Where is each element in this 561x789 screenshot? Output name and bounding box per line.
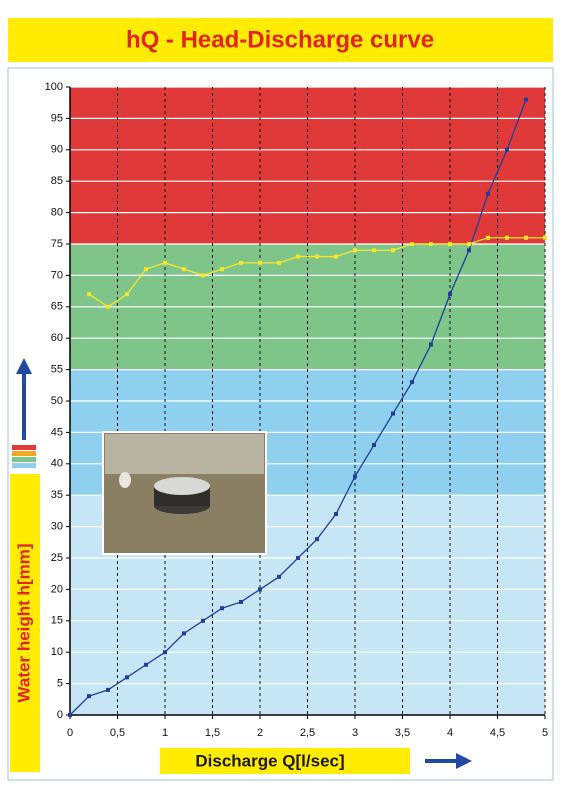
y-tick-label: 25 bbox=[51, 552, 63, 564]
point bbox=[429, 342, 433, 346]
point bbox=[163, 261, 167, 265]
point bbox=[524, 236, 528, 240]
point bbox=[505, 148, 509, 152]
x-tick-label: 5 bbox=[542, 727, 548, 739]
point bbox=[410, 242, 414, 246]
point bbox=[467, 242, 471, 246]
y-tick-label: 40 bbox=[51, 458, 63, 470]
point bbox=[353, 248, 357, 252]
point bbox=[125, 675, 129, 679]
point bbox=[296, 556, 300, 560]
y-tick-label: 30 bbox=[51, 521, 63, 533]
point bbox=[353, 474, 357, 478]
chart: hQ - Head-Discharge curve 05101520253035… bbox=[0, 0, 561, 784]
point bbox=[106, 688, 110, 692]
point bbox=[68, 713, 72, 717]
point bbox=[448, 292, 452, 296]
photo bbox=[103, 432, 266, 554]
y-tick-label: 55 bbox=[51, 364, 63, 376]
y-tick-label: 0 bbox=[57, 709, 63, 721]
y-tick-label: 60 bbox=[51, 332, 63, 344]
point bbox=[182, 267, 186, 271]
point bbox=[258, 261, 262, 265]
point bbox=[505, 236, 509, 240]
point bbox=[543, 236, 547, 240]
point bbox=[125, 292, 129, 296]
y-tick-label: 5 bbox=[57, 678, 63, 690]
point bbox=[182, 631, 186, 635]
point bbox=[277, 261, 281, 265]
y-tick-label: 80 bbox=[51, 207, 63, 219]
point bbox=[334, 255, 338, 259]
point bbox=[410, 380, 414, 384]
point bbox=[239, 600, 243, 604]
x-tick-label: 0 bbox=[67, 727, 73, 739]
point bbox=[334, 512, 338, 516]
x-tick-label: 4,5 bbox=[490, 727, 505, 739]
point bbox=[163, 650, 167, 654]
y-tick-label: 70 bbox=[51, 269, 63, 281]
point bbox=[239, 261, 243, 265]
point bbox=[391, 412, 395, 416]
y-tick-label: 20 bbox=[51, 583, 63, 595]
point bbox=[258, 587, 262, 591]
x-tick-label: 4 bbox=[447, 727, 453, 739]
y-axis-label: Water height h[mm] bbox=[14, 544, 33, 703]
point bbox=[87, 292, 91, 296]
point bbox=[448, 242, 452, 246]
point bbox=[144, 663, 148, 667]
x-axis-label: Discharge Q[l/sec] bbox=[195, 751, 344, 770]
chart-title: hQ - Head-Discharge curve bbox=[126, 26, 434, 53]
point bbox=[429, 242, 433, 246]
point bbox=[220, 606, 224, 610]
point bbox=[315, 255, 319, 259]
point bbox=[372, 248, 376, 252]
point bbox=[296, 255, 300, 259]
point bbox=[201, 273, 205, 277]
point bbox=[315, 537, 319, 541]
y-tick-label: 95 bbox=[51, 112, 63, 124]
point bbox=[391, 248, 395, 252]
x-tick-label: 1,5 bbox=[205, 727, 220, 739]
point bbox=[372, 443, 376, 447]
point bbox=[277, 575, 281, 579]
x-tick-label: 2 bbox=[257, 727, 263, 739]
x-tick-label: 0,5 bbox=[110, 727, 125, 739]
y-tick-label: 75 bbox=[51, 238, 63, 250]
y-tick-label: 45 bbox=[51, 426, 63, 438]
y-tick-label: 100 bbox=[45, 81, 63, 93]
point bbox=[220, 267, 224, 271]
point bbox=[144, 267, 148, 271]
y-tick-label: 85 bbox=[51, 175, 63, 187]
x-tick-label: 1 bbox=[162, 727, 168, 739]
point bbox=[486, 236, 490, 240]
y-tick-label: 65 bbox=[51, 301, 63, 313]
y-tick-label: 90 bbox=[51, 144, 63, 156]
x-tick-label: 2,5 bbox=[300, 727, 315, 739]
point bbox=[201, 619, 205, 623]
point bbox=[87, 694, 91, 698]
y-tick-label: 15 bbox=[51, 615, 63, 627]
point bbox=[486, 192, 490, 196]
x-tick-label: 3,5 bbox=[395, 727, 410, 739]
point bbox=[467, 248, 471, 252]
x-tick-label: 3 bbox=[352, 727, 358, 739]
point bbox=[106, 305, 110, 309]
point bbox=[524, 98, 528, 102]
plot-area: 0510152025303540455055606570758085909510… bbox=[45, 81, 548, 739]
y-tick-label: 50 bbox=[51, 395, 63, 407]
y-tick-label: 35 bbox=[51, 489, 63, 501]
y-tick-label: 10 bbox=[51, 646, 63, 658]
